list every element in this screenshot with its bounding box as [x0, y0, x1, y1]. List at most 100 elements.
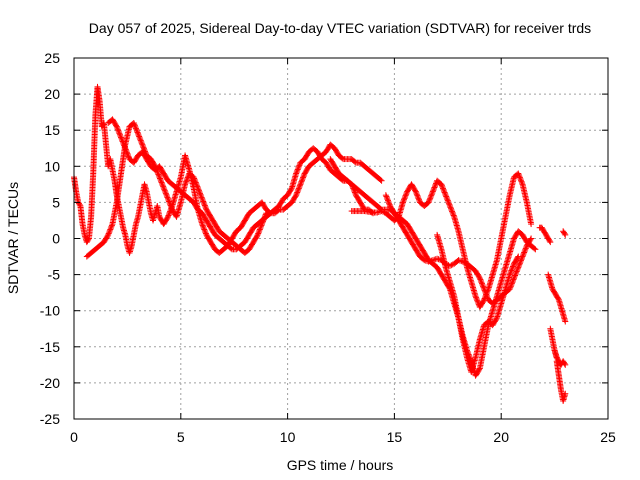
data-point-interp [352, 190, 359, 197]
data-point [199, 195, 206, 202]
data-point-interp [295, 165, 302, 172]
data-point-interp [162, 189, 169, 196]
data-point-interp [517, 258, 524, 265]
data-point-interp [193, 182, 200, 189]
data-point-interp [140, 144, 147, 151]
data-point-interp [450, 212, 457, 219]
data-point-interp [116, 131, 123, 138]
data-point-interp [509, 263, 516, 270]
data-point-interp [473, 294, 480, 301]
data-point-interp [199, 222, 206, 229]
data-point-interp [191, 175, 198, 182]
data-point [562, 318, 569, 325]
data-point-interp [514, 267, 521, 274]
data-point-interp [166, 198, 173, 205]
data-point-interp [517, 177, 524, 184]
data-point-interp [256, 227, 263, 234]
data-point-interp [118, 135, 125, 142]
data-point-interp [299, 175, 306, 182]
data-point-interp [202, 203, 209, 210]
data-point-interp [139, 142, 146, 149]
data-point-interp [413, 191, 420, 198]
data-point-interp [259, 219, 266, 226]
y-tick-label: 25 [44, 50, 60, 66]
data-point [446, 203, 453, 210]
data-point-interp [138, 138, 145, 145]
y-tick-label: -25 [40, 411, 60, 427]
data-point-interp [134, 129, 141, 136]
data-point-interp [166, 199, 173, 206]
y-tick-label: 10 [44, 158, 60, 174]
data-point-interp [300, 173, 307, 180]
data-point-interp [413, 189, 420, 196]
data-point-interp [429, 189, 436, 196]
data-point-interp [163, 191, 170, 198]
data-point-interp [401, 196, 408, 203]
data-point-interp [482, 290, 489, 297]
data-point [528, 221, 535, 228]
data-point [511, 275, 518, 282]
data-point-interp [296, 162, 303, 169]
data-point [105, 231, 112, 238]
data-point-interp [446, 201, 453, 208]
data-point-interp [377, 176, 384, 183]
data-point-interp [521, 249, 528, 256]
data-point-interp [162, 190, 169, 197]
data-point-interp [493, 316, 500, 323]
x-tick-label: 0 [70, 429, 78, 445]
data-point-interp [386, 201, 393, 208]
data-point-interp [255, 229, 262, 236]
data-point [194, 184, 201, 191]
data-point-interp [132, 124, 139, 131]
data-point-interp [444, 196, 451, 203]
data-point-interp [427, 195, 434, 202]
data-point-interp [484, 294, 491, 301]
x-tick-label: 20 [493, 429, 509, 445]
x-tick-label: 5 [177, 429, 185, 445]
data-point [532, 246, 539, 253]
data-point-interp [508, 266, 515, 273]
data-point-interp [428, 192, 435, 199]
data-point-interp [480, 283, 487, 290]
data-point [476, 275, 483, 282]
data-point-interp [108, 223, 115, 230]
data-point-interp [116, 130, 123, 137]
data-point [399, 199, 406, 206]
data-point [438, 181, 445, 188]
data-point-interp [428, 191, 435, 198]
data-point [139, 141, 146, 148]
data-point-interp [183, 178, 190, 185]
data-point-interp [114, 124, 121, 131]
data-point [190, 174, 197, 181]
data-point-interp [260, 216, 267, 223]
data-point-interp [201, 226, 208, 233]
data-point-interp [301, 171, 308, 178]
data-point-interp [509, 264, 516, 271]
data-point-interp [476, 366, 483, 373]
data-point-interp [294, 188, 301, 195]
data-point-interp [514, 265, 521, 272]
y-tick-label: 0 [52, 231, 60, 247]
data-point-interp [261, 214, 268, 221]
data-point-interp [198, 193, 205, 200]
data-point-interp [480, 298, 487, 305]
data-point [442, 192, 449, 199]
y-tick-label: -5 [48, 267, 61, 283]
data-point-interp [201, 201, 208, 208]
data-point-interp [256, 226, 263, 233]
data-point [117, 134, 124, 141]
data-point-interp [295, 186, 302, 193]
data-point-interp [296, 184, 303, 191]
data-point-interp [400, 198, 407, 205]
data-point [528, 235, 535, 242]
data-point-interp [481, 287, 488, 294]
y-tick-labels: 25 20 15 10 5 0 -5 -10 -15 -20 -25 [40, 50, 60, 427]
data-point-interp [523, 244, 530, 251]
data-point-interp [141, 147, 148, 154]
data-point-interp [255, 230, 262, 237]
data-point-interp [197, 190, 204, 197]
data-point-interp [522, 245, 529, 252]
data-point-interp [293, 169, 300, 176]
data-point-interp [443, 194, 450, 201]
data-point-interp [292, 193, 299, 200]
